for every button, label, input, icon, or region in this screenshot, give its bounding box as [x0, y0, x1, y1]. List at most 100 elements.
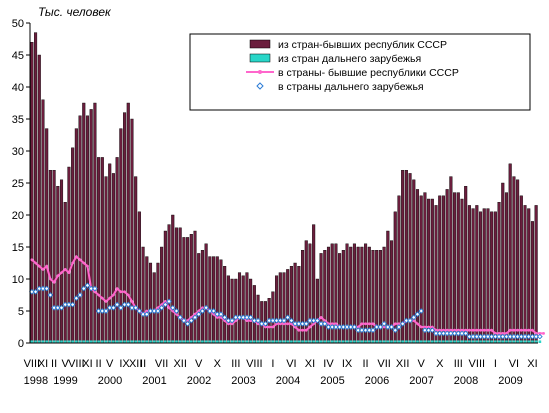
point-to-far-abroad — [299, 320, 306, 327]
point-to-far-abroad — [414, 311, 421, 318]
bar-far — [356, 340, 360, 343]
bar-far — [464, 340, 468, 343]
bar-cis — [475, 205, 479, 344]
point-to-cis — [60, 271, 63, 274]
bar-far — [501, 340, 505, 343]
point-to-far-abroad — [359, 327, 365, 334]
bar-far — [241, 340, 245, 343]
point-to-cis — [290, 322, 293, 326]
bar-far — [353, 340, 356, 343]
bar-cis — [189, 233, 193, 344]
bar-far — [167, 340, 171, 343]
point-to-cis — [45, 264, 49, 268]
point-to-cis — [74, 255, 78, 258]
point-to-far-abroad — [448, 330, 454, 337]
bar-far — [193, 340, 197, 343]
point-to-far-abroad — [377, 324, 384, 330]
point-to-cis — [468, 328, 471, 332]
point-to-far-abroad — [284, 314, 291, 321]
x-tick-label-year: 2001 — [142, 375, 166, 387]
point-to-cis — [293, 325, 297, 329]
y-tick-label: 40 — [12, 82, 24, 94]
point-to-far-abroad — [403, 317, 410, 324]
point-to-cis — [163, 300, 167, 303]
point-to-cis — [531, 328, 534, 332]
bar-cis — [134, 176, 138, 344]
bar-far — [379, 340, 382, 343]
bar-far — [505, 340, 508, 343]
point-to-cis — [382, 325, 386, 329]
point-to-cis — [115, 287, 119, 290]
bar-far — [37, 340, 41, 343]
bar-far — [427, 340, 430, 343]
bar-cis — [234, 278, 238, 344]
x-tick-label-year: 1999 — [53, 375, 77, 387]
point-to-far-abroad — [266, 317, 273, 324]
bar-far — [508, 340, 512, 343]
point-to-cis — [493, 332, 497, 335]
point-to-cis — [464, 328, 468, 332]
point-to-cis — [475, 328, 479, 332]
point-to-far-abroad — [255, 317, 261, 324]
bar-cis — [493, 211, 497, 344]
bar-far — [468, 340, 471, 343]
point-to-cis — [82, 261, 86, 265]
bar-far — [104, 340, 108, 343]
point-to-cis — [100, 296, 104, 300]
x-tick-label-month: XII — [396, 358, 409, 370]
point-to-cis — [360, 322, 364, 326]
point-to-far-abroad — [388, 324, 395, 330]
bar-far — [341, 340, 345, 343]
bar-far — [327, 340, 330, 343]
point-to-far-abroad — [525, 333, 532, 340]
point-to-far-abroad — [518, 333, 525, 340]
point-to-far-abroad — [43, 285, 50, 292]
bar-cis — [527, 208, 531, 344]
bar-cis — [415, 189, 420, 344]
bar-cis — [504, 192, 509, 344]
bar-cis — [174, 227, 179, 344]
bar-far — [182, 340, 186, 343]
bar-far — [215, 340, 219, 343]
point-to-far-abroad — [62, 301, 69, 308]
bar-far — [141, 340, 145, 343]
point-to-far-abroad — [429, 327, 436, 334]
point-to-cis — [78, 258, 82, 262]
point-to-cis — [201, 306, 204, 310]
bar-far — [178, 340, 182, 343]
point-to-far-abroad — [436, 330, 443, 337]
point-to-far-abroad — [496, 333, 502, 340]
x-tick-label-month: I — [494, 358, 497, 370]
point-to-cis — [52, 280, 56, 284]
bar-cis — [193, 230, 197, 344]
bar-cis — [275, 275, 279, 344]
bar-cis — [71, 147, 75, 344]
legend-label: из стран-бывших республик СССР — [278, 39, 447, 51]
bar-far — [371, 340, 375, 343]
point-to-far-abroad — [444, 330, 450, 337]
point-to-far-abroad — [407, 317, 413, 324]
point-to-cis — [223, 319, 227, 322]
point-to-cis — [312, 322, 316, 326]
point-to-far-abroad — [106, 304, 113, 311]
point-to-cis — [30, 258, 34, 262]
y-tick-label: 20 — [12, 210, 24, 222]
point-to-cis — [430, 325, 434, 329]
bar-far — [442, 340, 445, 343]
bar-cis — [534, 205, 538, 344]
x-tick-label-month: II — [51, 358, 57, 370]
bar-far — [419, 340, 423, 343]
x-tick-label-month: VIII — [246, 358, 263, 370]
point-to-far-abroad — [273, 317, 280, 324]
point-to-far-abroad — [229, 317, 235, 324]
bar-cis — [282, 272, 286, 344]
x-tick-label-month: V — [106, 358, 114, 370]
point-to-far-abroad — [433, 330, 439, 337]
point-to-far-abroad — [195, 311, 202, 318]
point-to-cis — [219, 316, 223, 319]
point-to-cis — [112, 293, 115, 297]
point-to-far-abroad — [155, 308, 161, 314]
point-to-cis — [449, 328, 453, 332]
bar-far — [393, 340, 397, 343]
bar-cis — [148, 262, 153, 344]
